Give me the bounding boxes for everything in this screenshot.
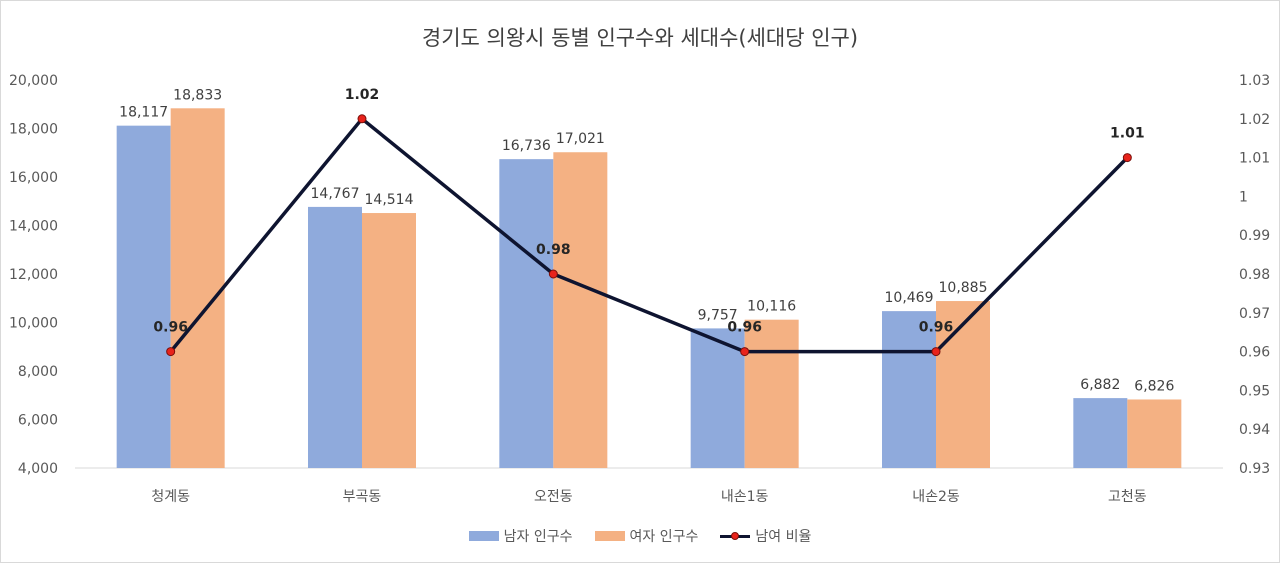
bar-male [882, 311, 936, 468]
data-label-male: 18,117 [119, 105, 168, 121]
ratio-series-line [169, 117, 1129, 354]
y-right-tick-label: 1 [1239, 189, 1248, 205]
data-label-male: 10,469 [885, 290, 934, 306]
data-label-male: 14,767 [311, 186, 360, 202]
y-left-tick-label: 18,000 [9, 122, 58, 138]
data-label-ratio: 0.96 [153, 320, 188, 336]
data-label-ratio: 0.96 [919, 320, 954, 336]
data-label-female: 6,826 [1134, 378, 1174, 394]
legend-swatch-ratio [720, 529, 751, 543]
data-label-female: 10,116 [747, 299, 796, 315]
data-label-male: 6,882 [1080, 377, 1120, 393]
legend-label-ratio: 남여 비율 [755, 529, 812, 545]
chart-title: 경기도 의왕시 동별 인구수와 세대수(세대당 인구) [421, 26, 859, 50]
bar-female [553, 152, 608, 468]
y-right-tick-label: 0.99 [1239, 228, 1270, 244]
legend-label-female: 여자 인구수 [629, 529, 699, 545]
bar-female [362, 213, 416, 468]
legend-item-female: 여자 인구수 [594, 526, 699, 546]
y-left-tick-label: 6,000 [18, 413, 58, 429]
bar-female [744, 319, 799, 468]
y-left-tick-label: 10,000 [9, 316, 58, 332]
x-category-label: 오전동 [534, 489, 573, 505]
legend-label-male: 남자 인구수 [503, 529, 573, 545]
data-label-ratio: 1.01 [1110, 126, 1145, 142]
legend: 남자 인구수 여자 인구수 남여 비율 [0, 526, 1280, 546]
x-category-label: 내손1동 [721, 489, 769, 505]
data-label-ratio: 1.02 [345, 87, 380, 103]
bar-female [936, 301, 990, 468]
x-category-label: 부곡동 [343, 489, 382, 505]
y-right-tick-label: 1.03 [1239, 73, 1270, 89]
bar-male [1073, 398, 1128, 468]
y-left-tick-label: 4,000 [18, 461, 58, 477]
bar-male [308, 206, 362, 468]
x-category-label: 내손2동 [912, 489, 960, 505]
y-right-tick-label: 0.98 [1239, 267, 1270, 283]
data-label-ratio: 0.98 [536, 242, 571, 258]
x-category-label: 청계동 [151, 489, 190, 505]
data-label-male: 16,736 [502, 138, 551, 154]
legend-item-ratio: 남여 비율 [720, 526, 811, 546]
ratio-point [1122, 153, 1132, 163]
ratio-point [166, 347, 176, 357]
ratio-point [740, 347, 750, 357]
y-right-tick-label: 0.94 [1239, 422, 1270, 438]
bar-male [116, 125, 171, 468]
y-right-tick-label: 0.97 [1239, 306, 1270, 322]
y-left-tick-label: 8,000 [18, 364, 58, 380]
bar-male [690, 328, 745, 468]
legend-swatch-female [594, 531, 625, 541]
y-right-tick-label: 1.02 [1239, 112, 1270, 128]
y-right-tick-label: 0.95 [1239, 383, 1270, 399]
y-left-tick-label: 14,000 [9, 219, 58, 235]
ratio-point [357, 114, 367, 124]
x-category-label: 고천동 [1108, 489, 1147, 505]
data-label-female: 10,885 [939, 280, 988, 296]
y-left-tick-label: 12,000 [9, 267, 58, 283]
ratio-point [931, 347, 941, 357]
bar-female [1127, 399, 1182, 468]
ratio-point [548, 269, 558, 279]
y-right-tick-label: 0.93 [1239, 461, 1270, 477]
data-label-female: 17,021 [556, 131, 605, 147]
y-left-tick-label: 20,000 [9, 73, 58, 89]
y-left-tick-label: 16,000 [9, 170, 58, 186]
y-right-tick-label: 1.01 [1239, 151, 1270, 167]
bar-male [499, 159, 554, 469]
data-label-male: 9,757 [698, 307, 738, 323]
bar-female [170, 108, 225, 469]
data-label-female: 18,833 [173, 87, 222, 103]
legend-swatch-male [468, 531, 499, 541]
data-label-ratio: 0.96 [727, 320, 762, 336]
y-right-tick-label: 0.96 [1239, 345, 1270, 361]
data-label-female: 14,514 [365, 192, 414, 208]
legend-item-male: 남자 인구수 [468, 526, 573, 546]
